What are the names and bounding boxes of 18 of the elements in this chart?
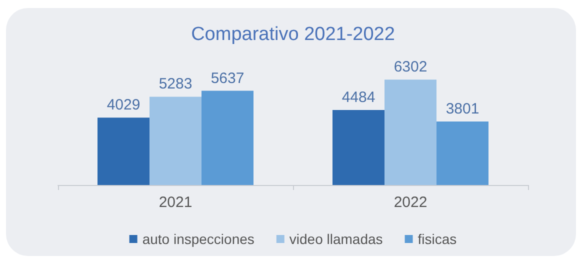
legend-label: fisicas <box>418 231 457 247</box>
bar <box>332 110 384 185</box>
data-label: 5637 <box>210 70 244 87</box>
data-label: 3801 <box>446 100 480 118</box>
bar <box>202 90 254 185</box>
bar <box>384 80 436 185</box>
data-label: 5283 <box>158 76 192 93</box>
bar <box>150 96 202 185</box>
legend-label: video llamadas <box>289 231 383 247</box>
legend-label: auto inspecciones <box>142 231 254 247</box>
x-tick-label: 2021 <box>158 194 192 211</box>
bar <box>436 121 488 185</box>
data-label: 4029 <box>106 96 140 114</box>
bar <box>98 118 150 185</box>
data-label: 6302 <box>394 58 428 76</box>
x-tick-label: 2022 <box>394 194 428 211</box>
data-label: 4484 <box>342 89 376 106</box>
chart-title: Comparativo 2021-2022 <box>191 24 395 45</box>
